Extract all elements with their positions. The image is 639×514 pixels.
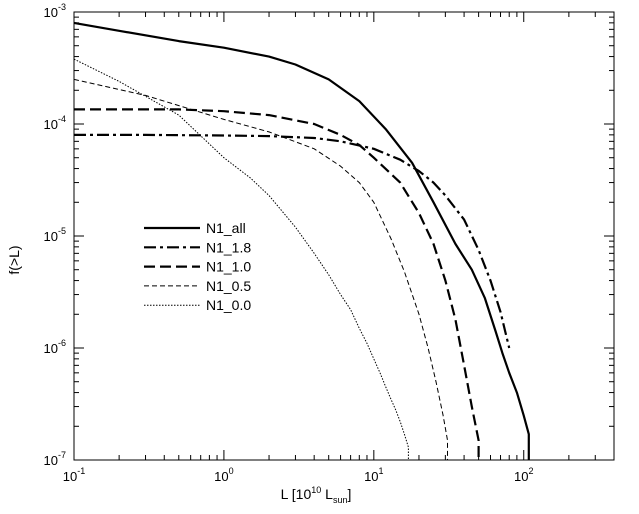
series-layer <box>73 21 530 460</box>
series-line-4 <box>73 58 409 460</box>
y-tick-label: 10-3 <box>44 2 66 20</box>
y-tick-label: 10-4 <box>44 114 66 132</box>
x-tick-label: 102 <box>514 466 533 484</box>
x-axis-label-mid: L <box>321 486 333 502</box>
x-axis-label-sub: sun <box>333 495 348 505</box>
y-tick-label: 10-7 <box>44 450 66 468</box>
series-line-2 <box>74 108 480 460</box>
legend-label-0: N1_all <box>206 220 246 236</box>
x-tick-label: 10-1 <box>63 466 85 484</box>
legend-label-3: N1_0.5 <box>206 278 251 294</box>
x-axis-label-main: L [10 <box>281 486 312 502</box>
series-line-0 <box>73 21 530 460</box>
legend-label-4: N1_0.0 <box>206 297 251 313</box>
x-axis-label-end: ] <box>347 486 351 502</box>
series-line-3 <box>73 78 448 460</box>
y-tick-label: 10-5 <box>44 226 66 244</box>
y-axis-label: f(>L) <box>6 245 22 274</box>
series-line-1 <box>74 133 511 349</box>
x-tick-label: 101 <box>364 466 383 484</box>
y-tick-label: 10-6 <box>44 338 66 356</box>
x-tick-label: 100 <box>214 466 233 484</box>
x-axis-label: L [1010 Lsun] <box>281 485 352 505</box>
tick-layer <box>73 11 615 461</box>
x-axis-label-sup: 10 <box>311 485 321 495</box>
tick-label-layer: 10-1 100 101 102 10-3 10-4 10-5 10-6 10-7 <box>44 2 534 484</box>
legend-label-2: N1_1.0 <box>206 259 251 275</box>
legend: N1_all N1_1.8 N1_1.0 N1_0.5 N1_0.0 <box>144 220 251 313</box>
legend-label-1: N1_1.8 <box>206 239 251 255</box>
